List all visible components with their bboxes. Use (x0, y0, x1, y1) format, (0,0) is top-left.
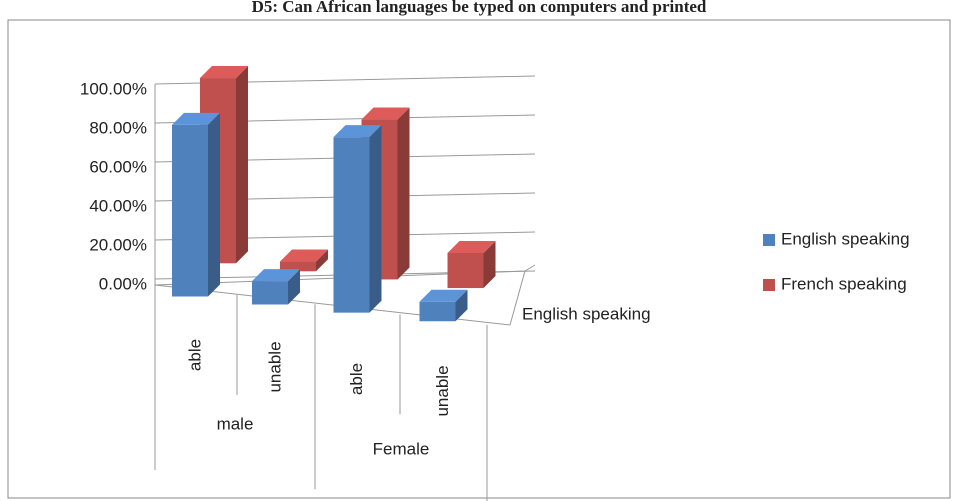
bar-top (419, 289, 468, 302)
y-tick-label: 40.00% (89, 196, 147, 215)
group-label: male (217, 414, 254, 433)
x-tick-label: unable (265, 341, 284, 392)
depth-label: English speaking (522, 304, 651, 323)
bar-side (483, 240, 496, 289)
chart-title: D5: Can African languages be typed on co… (252, 0, 707, 16)
bar-side (208, 112, 220, 297)
y-tick-label: 100.00% (80, 79, 147, 98)
bar-top (447, 240, 496, 253)
bar-top (200, 66, 248, 79)
bar (172, 124, 208, 297)
legend-swatch (763, 234, 775, 246)
group-label: Female (373, 439, 430, 458)
y-tick-label: 80.00% (89, 118, 147, 137)
bar-side (397, 107, 410, 280)
bar (333, 137, 370, 313)
y-tick-label: 0.00% (99, 274, 147, 293)
bar-top (280, 249, 328, 262)
bar (447, 252, 484, 289)
x-tick-label: unable (433, 365, 452, 416)
bar (252, 281, 288, 305)
bar-top (361, 107, 410, 120)
bar-top (172, 112, 220, 125)
floor-right (509, 270, 526, 326)
bar (419, 301, 456, 322)
x-tick-label: able (347, 363, 366, 395)
legend-label: English speaking (781, 229, 910, 248)
bar-top (333, 125, 382, 138)
bar-side (455, 289, 468, 322)
bar-side (288, 269, 300, 305)
y-tick-label: 20.00% (89, 235, 147, 254)
bar-side (369, 125, 382, 313)
bar-side (236, 66, 248, 264)
bar-side (316, 249, 328, 272)
x-tick-label: able (185, 339, 204, 371)
legend-label: French speaking (781, 274, 907, 293)
y-tick-label: 60.00% (89, 157, 147, 176)
bar (280, 261, 316, 272)
bar-top (252, 269, 300, 282)
legend-swatch (763, 279, 775, 291)
